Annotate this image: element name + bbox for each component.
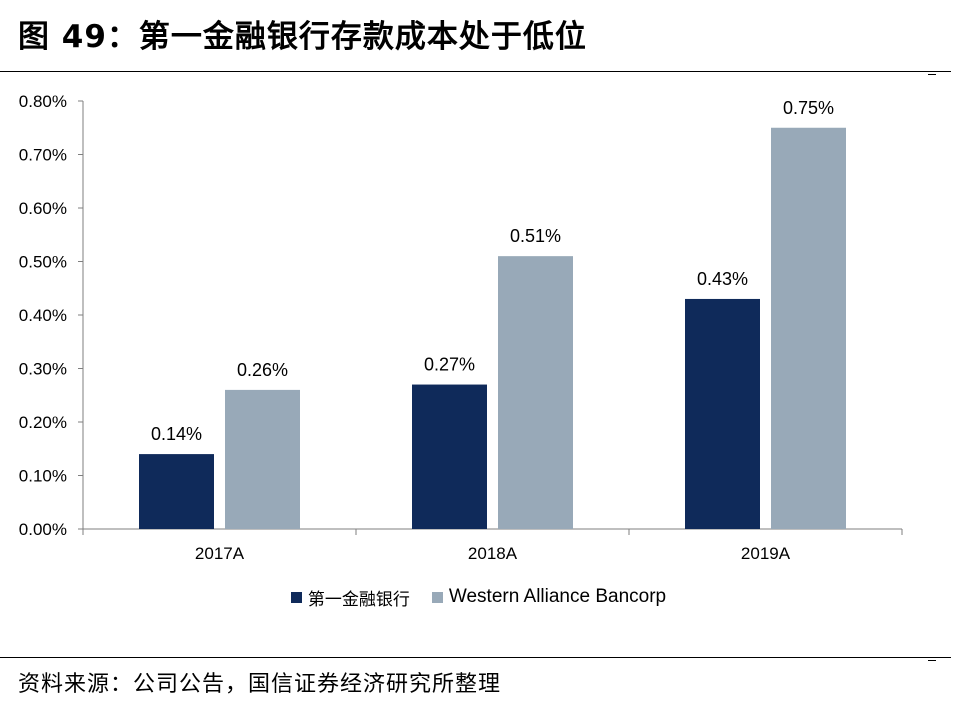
source-divider xyxy=(0,657,951,658)
data-label: 0.14% xyxy=(151,424,202,444)
y-tick-label: 0.30% xyxy=(19,360,67,379)
bar xyxy=(412,384,487,529)
divider-tick xyxy=(928,74,936,75)
chart-legend: 第一金融银行 Western Alliance Bancorp xyxy=(0,584,957,610)
bar-chart: 0.00% 0.10% 0.20% 0.30% 0.40% 0.50% 0.60% 0.70%… xyxy=(19,92,903,563)
x-tick-label: 2018A xyxy=(468,544,518,563)
y-tick-label: 0.50% xyxy=(19,253,67,272)
y-tick-label: 0.60% xyxy=(19,199,67,218)
legend-label-series1: 第一金融银行 xyxy=(307,589,410,610)
bar xyxy=(225,389,300,529)
legend-swatch-series1 xyxy=(290,591,302,603)
legend-item-series2: Western Alliance Bancorp xyxy=(431,586,667,608)
y-tick-label: 0.20% xyxy=(19,413,67,432)
figure-title: 图 49：第一金融银行存款成本处于低位 xyxy=(18,19,587,55)
data-label: 0.51% xyxy=(510,226,561,246)
y-tick-label: 0.10% xyxy=(19,467,67,486)
bar xyxy=(771,127,846,529)
title-divider xyxy=(0,71,951,72)
y-tick-label: 0.40% xyxy=(19,306,67,325)
bar xyxy=(139,454,214,529)
source-note: 资料来源：公司公告，国信证券经济研究所整理 xyxy=(18,672,502,697)
bar xyxy=(498,256,573,529)
legend-swatch-series2 xyxy=(431,591,443,603)
legend-item-series1: 第一金融银行 xyxy=(290,585,410,610)
legend-label-series2: Western Alliance Bancorp xyxy=(448,586,667,607)
x-tick-label: 2019A xyxy=(741,544,791,563)
data-label: 0.27% xyxy=(424,355,475,375)
data-label: 0.26% xyxy=(237,360,288,380)
y-tick-label: 0.70% xyxy=(19,146,67,165)
y-tick-label: 0.80% xyxy=(19,92,67,111)
divider-tick xyxy=(928,660,936,661)
x-tick-label: 2017A xyxy=(195,544,245,563)
data-label: 0.75% xyxy=(783,98,834,118)
y-tick-label: 0.00% xyxy=(19,520,67,539)
bar xyxy=(685,298,760,529)
data-label: 0.43% xyxy=(697,269,748,289)
